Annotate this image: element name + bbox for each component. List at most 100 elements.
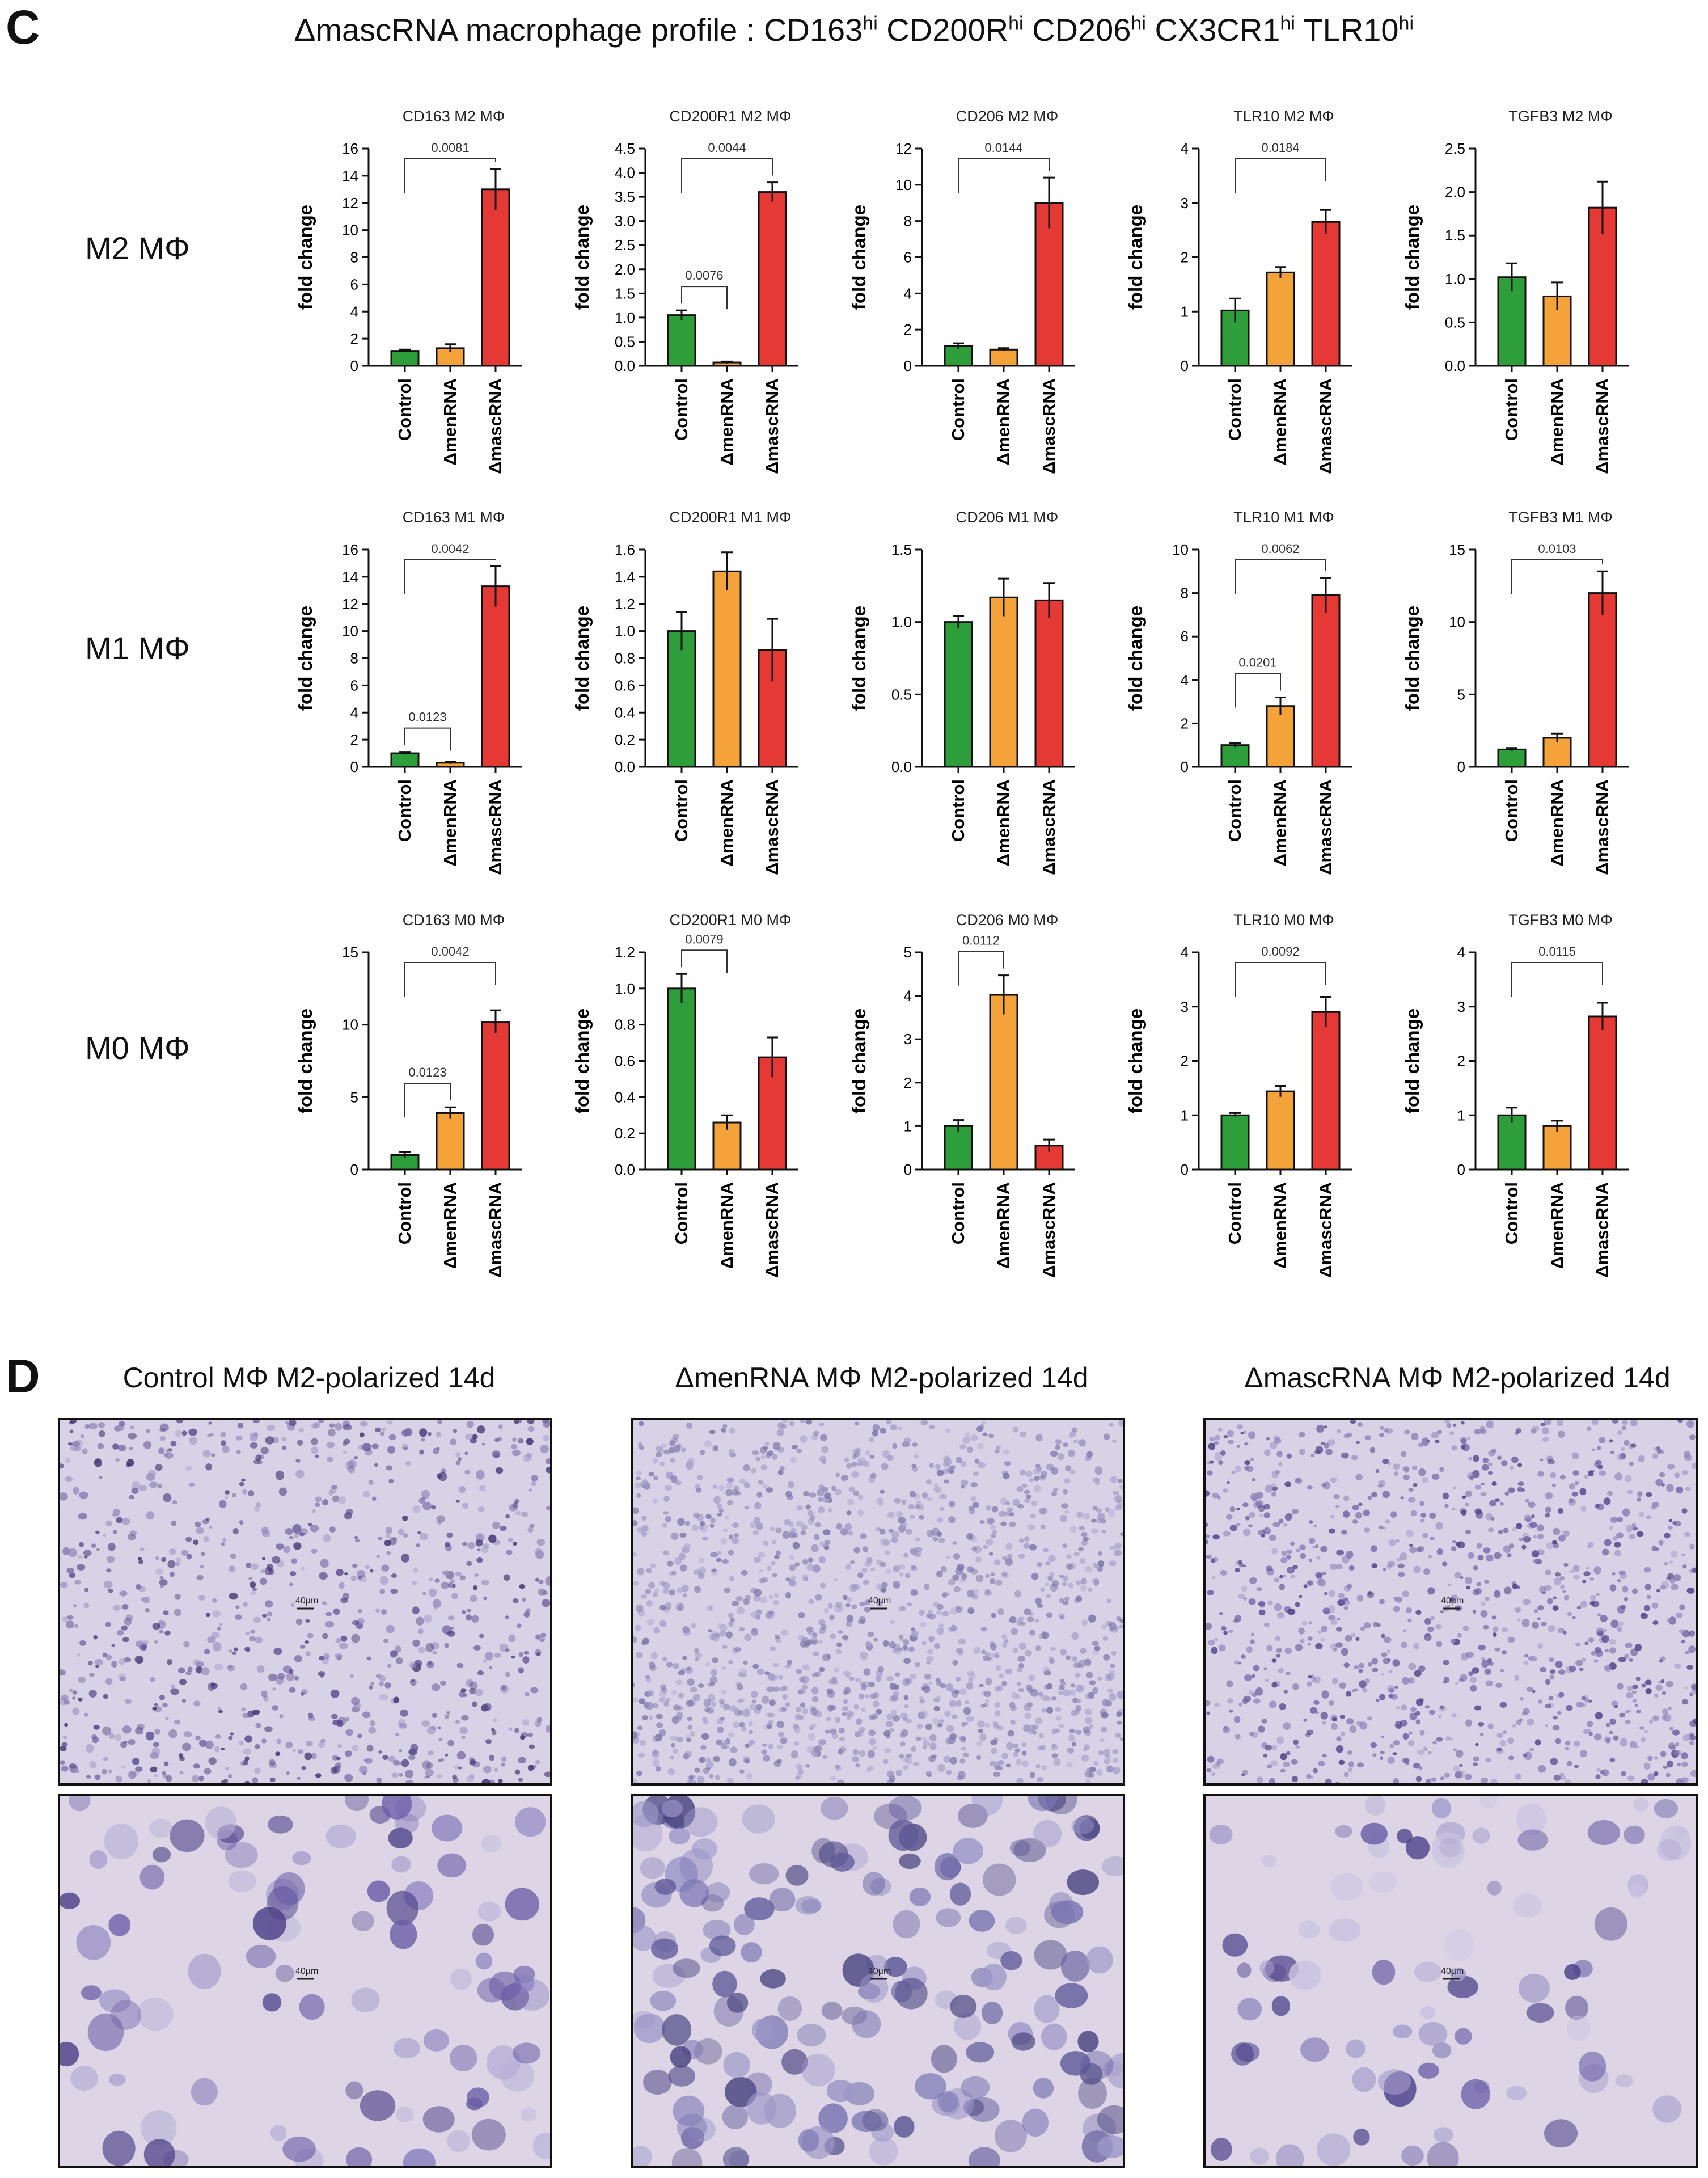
cell-dot xyxy=(1605,1737,1611,1744)
cell-dot xyxy=(464,1451,468,1455)
scale-bar-label: 40µm xyxy=(868,1966,891,1976)
cell-dot xyxy=(1039,1507,1047,1515)
cell-dot xyxy=(836,1642,842,1647)
cell-dot xyxy=(462,1502,469,1509)
cell-dot xyxy=(1238,1702,1242,1707)
cell-dot xyxy=(844,1457,849,1463)
chart-title: CD206 M1 MΦ xyxy=(956,509,1059,526)
cell-dot xyxy=(1292,1565,1298,1569)
x-tick-label: ΔmenRNA xyxy=(1547,779,1567,866)
cell-dot xyxy=(776,1550,781,1556)
cell-dot xyxy=(1609,1584,1617,1592)
cell-dot xyxy=(1058,1613,1065,1619)
cell-dot xyxy=(1545,1569,1551,1575)
cell-dot xyxy=(518,1757,526,1763)
cell-dot xyxy=(527,1426,535,1432)
title-marker-sup: hi xyxy=(1008,12,1024,35)
cell-dot xyxy=(768,1595,774,1599)
bar xyxy=(1220,1114,1250,1171)
cell-dot xyxy=(350,1575,357,1581)
cell-dot xyxy=(1633,1797,1649,1812)
cell-dot xyxy=(1472,1827,1490,1844)
cell-dot xyxy=(697,1475,703,1481)
cell-dot xyxy=(1616,1532,1624,1539)
cell-dot xyxy=(1025,1470,1033,1478)
y-tick-label: 5 xyxy=(904,944,912,961)
cell-dot xyxy=(522,1597,526,1602)
scale-bar-label: 40µm xyxy=(1441,1596,1464,1606)
cell-dot xyxy=(60,1581,68,1588)
cell-dot xyxy=(1291,1776,1298,1783)
cell-dot xyxy=(1243,1597,1248,1601)
cell-dot xyxy=(1324,1425,1327,1429)
x-tick-label: ΔmenRNA xyxy=(717,1182,737,1269)
cell-dot xyxy=(1092,1563,1099,1568)
cell-dot xyxy=(444,1542,450,1547)
cell-dot xyxy=(1476,1582,1482,1586)
cell-dot xyxy=(1464,1502,1469,1507)
cell-dot xyxy=(642,1715,648,1721)
cell-dot xyxy=(418,1628,424,1635)
cell-dot xyxy=(808,1557,814,1563)
cell-dot xyxy=(128,1533,136,1540)
cell-dot xyxy=(176,1557,181,1563)
y-tick-label: 1.0 xyxy=(615,309,635,326)
cell-dot xyxy=(1418,2062,1439,2079)
cell-dot xyxy=(988,1433,994,1438)
cell-dot xyxy=(1435,1624,1442,1630)
cell-dot xyxy=(387,1664,392,1668)
cell-dot xyxy=(1253,1698,1261,1704)
cell-dot xyxy=(1512,1584,1518,1589)
cell-dot xyxy=(1262,1855,1276,1868)
cell-dot xyxy=(1064,1510,1069,1514)
y-tick-label: 15 xyxy=(342,944,358,961)
cell-dot xyxy=(528,1488,532,1492)
cell-dot xyxy=(383,1639,389,1643)
cell-dot xyxy=(261,1526,269,1534)
cell-dot xyxy=(1034,1485,1041,1492)
cell-dot xyxy=(662,1588,669,1594)
cell-dot xyxy=(159,1630,164,1634)
cell-dot xyxy=(971,1594,979,1600)
cell-dot xyxy=(1529,1748,1534,1751)
chart-title: TLR10 M1 MΦ xyxy=(1233,509,1334,526)
cell-dot xyxy=(969,1910,995,1932)
cell-dot xyxy=(726,1481,733,1489)
cell-dot xyxy=(1055,1715,1062,1721)
micrograph-texture xyxy=(1209,1796,1692,2166)
cell-dot xyxy=(1115,1732,1121,1738)
cell-dot xyxy=(979,1733,987,1741)
cell-dot xyxy=(695,1657,700,1661)
micrograph-control-high-mag: 40µm xyxy=(58,1794,552,2168)
cell-dot xyxy=(781,1630,788,1636)
cell-dot xyxy=(1283,1761,1290,1767)
cell-dot xyxy=(949,1700,956,1707)
cell-dot xyxy=(1504,1586,1512,1595)
cell-dot xyxy=(731,1601,739,1606)
cell-dot xyxy=(450,2044,477,2071)
cell-dot xyxy=(1328,1528,1335,1534)
cell-dot xyxy=(199,1564,204,1568)
cell-dot xyxy=(1671,1550,1678,1558)
cell-dot xyxy=(1083,1748,1088,1751)
cell-dot xyxy=(112,1605,121,1611)
cell-dot xyxy=(199,1739,207,1748)
y-tick-label: 0.5 xyxy=(891,686,912,703)
cell-dot xyxy=(289,1687,296,1693)
cell-dot xyxy=(1473,1756,1479,1762)
x-tick-label: ΔmascRNA xyxy=(762,779,782,875)
cell-dot xyxy=(739,1721,745,1728)
cell-dot xyxy=(535,1577,539,1582)
cell-dot xyxy=(673,1958,700,1978)
cell-dot xyxy=(466,1420,474,1428)
cell-dot xyxy=(188,1482,195,1487)
cell-dot xyxy=(920,1621,927,1628)
cell-dot xyxy=(267,1618,271,1622)
cell-dot xyxy=(862,1461,870,1467)
cell-dot xyxy=(384,1539,392,1546)
cell-dot xyxy=(379,1675,386,1682)
cell-dot xyxy=(800,1530,806,1536)
cell-dot xyxy=(1206,1700,1211,1706)
cell-dot xyxy=(698,1567,707,1575)
cell-dot xyxy=(1233,1619,1238,1623)
